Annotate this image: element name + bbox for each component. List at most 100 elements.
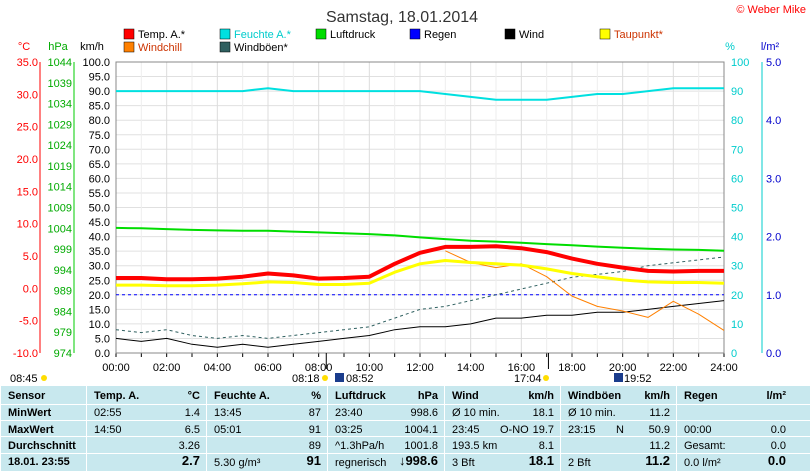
time-tick-label: 04:00 — [204, 362, 232, 374]
wind-tick-label: 100.0 — [82, 57, 110, 69]
wind-tick-label: 75.0 — [89, 130, 110, 142]
regen-value: 0.0 — [770, 440, 786, 452]
wind-tick-label: 45.0 — [89, 217, 110, 229]
time-tick-label: 16:00 — [508, 362, 536, 374]
pressure-tick-label: 1029 — [48, 119, 72, 131]
boeen-direction: N — [616, 424, 624, 436]
time-tick-label: 10:00 — [356, 362, 384, 374]
series-line-windchill — [445, 250, 725, 331]
pressure-tick-label: 1004 — [48, 223, 72, 235]
luft-value: 1004.1 — [404, 424, 438, 436]
table-row-separator — [0, 453, 810, 454]
temp-tick-label: 0.0 — [23, 283, 38, 295]
time-tick-label: 12:00 — [406, 362, 434, 374]
chart-title: Samstag, 18.01.2014 — [326, 9, 478, 26]
time-tick-label: 22:00 — [660, 362, 688, 374]
legend-swatch — [409, 28, 421, 40]
wind-tick-label: 35.0 — [89, 246, 110, 258]
wind-header: Wind — [452, 390, 479, 402]
table-column-separator — [560, 386, 561, 471]
rain-tick-label: 3.0 — [766, 173, 781, 185]
regen-label: 0.0 l/m² — [684, 457, 721, 469]
sunset-label: 17:04 — [514, 373, 542, 385]
luft-value: 1001.8 — [404, 440, 438, 452]
series-line-windb-en — [115, 256, 725, 339]
wind-value: 18.1 — [528, 453, 554, 468]
table-column-separator — [676, 386, 677, 471]
temp-tick-label: 10.0 — [17, 219, 38, 231]
feuchte-label: 5.30 g/m³ — [214, 457, 261, 469]
luft-value: 998.6 — [410, 407, 438, 419]
pressure-tick-label: 1019 — [48, 161, 72, 173]
table-column-separator — [327, 386, 328, 471]
wind-unit: km/h — [528, 390, 554, 402]
temp-value: 3.26 — [178, 440, 200, 452]
series-line-feuchte-a — [116, 87, 724, 101]
time-tick-label: 06:00 — [254, 362, 282, 374]
legend-label: Luftdruck — [330, 29, 376, 41]
legend-label: Temp. A.* — [138, 29, 186, 41]
pressure-tick-label: 1024 — [48, 140, 72, 152]
sun-icon — [543, 375, 549, 381]
table-column-separator — [0, 386, 1, 471]
weather-chart: Samstag, 18.01.2014 © Weber Mike Temp. A… — [10, 4, 806, 385]
time-tick-label: 00:00 — [102, 362, 130, 374]
feuchte-value: 91 — [308, 424, 321, 436]
legend-swatch — [599, 28, 611, 40]
temp-value: 1.4 — [184, 407, 200, 419]
table-column-separator — [86, 386, 87, 471]
wind-tick-label: 90.0 — [89, 86, 110, 98]
regen-value: 0.0 — [767, 453, 786, 468]
table-row-separator — [0, 420, 810, 421]
wind-tick-label: 5.0 — [95, 333, 110, 345]
sun-icon — [41, 375, 47, 381]
sensor-row-label: MinWert — [8, 407, 52, 419]
series-line-temp-a — [116, 244, 724, 282]
boeen-label: 23:15 — [568, 424, 596, 436]
temp-tick-label: 15.0 — [17, 186, 38, 198]
boeen-unit: km/h — [644, 390, 670, 402]
feuchte-label: 13:45 — [214, 407, 242, 419]
table-row-separator — [0, 404, 810, 405]
regen-label: 00:00 — [684, 424, 712, 436]
luft-unit: hPa — [417, 390, 438, 402]
temp-value: 2.7 — [181, 453, 200, 468]
boeen-value: 11.2 — [649, 407, 670, 419]
chart-grid — [39, 61, 763, 357]
wind-tick-label: 55.0 — [89, 188, 110, 200]
boeen-label: 2 Bft — [568, 457, 591, 469]
wind-tick-label: 95.0 — [89, 72, 110, 84]
copyright-label: © Weber Mike — [736, 4, 806, 16]
boeen-label: Ø 10 min. — [568, 407, 616, 419]
axis-labels: °C hPa km/h% l/m² 35.0 30.0 25.0 20.0 15.0 10.0 5.… — [13, 41, 781, 374]
rain-axis-unit: l/m² — [761, 41, 780, 53]
sensor-row-label: MaxWert — [8, 424, 54, 436]
luft-label: 23:40 — [335, 407, 363, 419]
luft-label: regnerisch — [335, 457, 387, 469]
series-line-luftdruck — [115, 226, 725, 252]
sunrise-label: 08:18 — [292, 373, 320, 385]
plot-frame — [115, 61, 725, 354]
time-tick-label: 14:00 — [457, 362, 485, 374]
sun-time-label: 08:45 — [10, 373, 38, 385]
temp-tick-label: -10.0 — [13, 348, 38, 360]
temp-tick-label: 20.0 — [17, 154, 38, 166]
wind-label: 23:45 — [452, 424, 480, 436]
feuchte-header: Feuchte A. — [214, 390, 270, 402]
wind-tick-label: 30.0 — [89, 261, 110, 273]
pressure-tick-label: 999 — [54, 244, 72, 256]
sensor-row-label: 18.01. 23:55 — [8, 456, 70, 468]
pressure-tick-label: 974 — [54, 348, 72, 360]
table-column-separator — [444, 386, 445, 471]
legend-swatch — [123, 28, 135, 40]
wind-tick-label: 50.0 — [89, 203, 110, 215]
wind-value: 8.1 — [538, 440, 554, 452]
wind-tick-label: 40.0 — [89, 232, 110, 244]
wind-value: 19.7 — [532, 424, 554, 436]
humidity-tick-label: 10 — [731, 319, 743, 331]
sunset-second-label: 19:52 — [624, 373, 652, 385]
regen-unit: l/m² — [766, 390, 786, 402]
pressure-tick-label: 1044 — [48, 57, 72, 69]
wind-label: Ø 10 min. — [452, 407, 500, 419]
stats-table: Sensor MinWert MaxWert Durchschnitt 18.01. 2… — [0, 386, 810, 471]
